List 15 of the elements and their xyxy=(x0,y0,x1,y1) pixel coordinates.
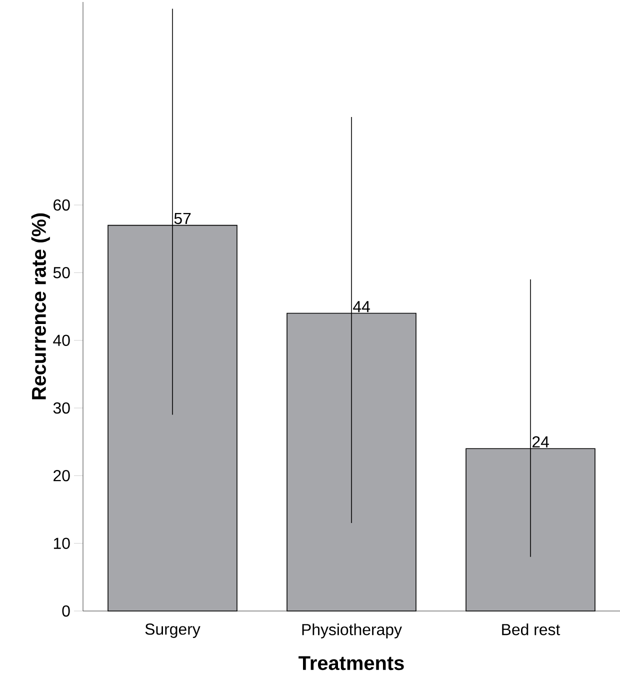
y-axis-title: Recurrence rate (%) xyxy=(31,213,50,400)
y-tick-label: 40 xyxy=(53,334,70,346)
x-tick-label: Surgery xyxy=(145,624,200,638)
data-label: 57 xyxy=(174,212,191,224)
x-axis-title: Treatments xyxy=(298,656,404,670)
y-tick-label: 50 xyxy=(53,267,70,278)
y-tick-label: 30 xyxy=(53,402,70,414)
y-tick-label: 60 xyxy=(54,199,70,211)
x-tick-label: Bed rest xyxy=(502,624,560,636)
y-tick-label: 10 xyxy=(54,538,70,549)
data-label: 44 xyxy=(353,301,370,312)
x-tick-label: Physiotherapy xyxy=(302,624,402,638)
data-label: 24 xyxy=(532,436,549,448)
y-tick-label: 0 xyxy=(62,605,70,617)
y-tick-label: 20 xyxy=(54,470,70,482)
